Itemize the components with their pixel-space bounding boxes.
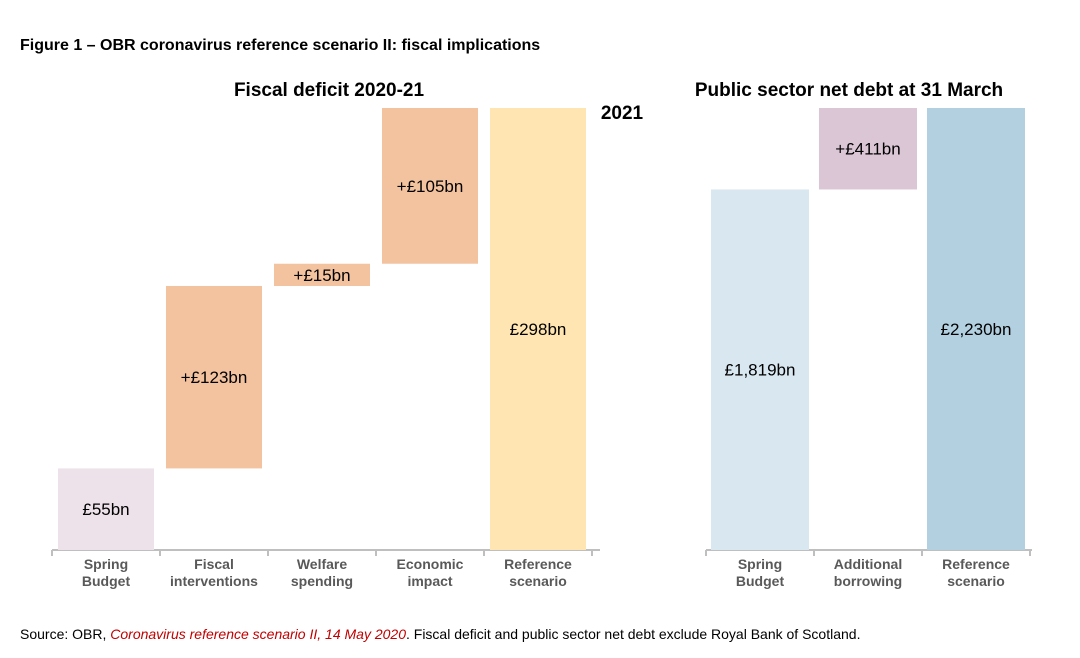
debt-category-label-2: Additional <box>834 556 902 572</box>
deficit-data-label-1: £55bn <box>82 500 129 519</box>
debt-data-label-3: £2,230bn <box>941 320 1012 339</box>
debt-data-label-2: +£411bn <box>835 140 900 159</box>
debt-bar-2 <box>819 108 917 190</box>
debt-category-label-1: Spring <box>738 556 782 572</box>
debt-bar-1 <box>711 189 809 551</box>
deficit-category-label-5: Reference <box>504 556 572 572</box>
deficit-bar-1 <box>58 468 154 550</box>
debt-category-label-1: Budget <box>736 573 785 589</box>
deficit-bar-4 <box>382 108 478 264</box>
debt-chart-title: Public sector net debt at 31 March <box>695 80 1003 101</box>
deficit-category-label-3: Welfare <box>297 556 348 572</box>
deficit-category-label-2: interventions <box>170 573 258 589</box>
debt-category-label-3: scenario <box>947 573 1005 589</box>
debt-chart-title-line2: 2021 <box>601 103 644 124</box>
source-prefix: Source: OBR, <box>20 626 111 642</box>
source-reference-link[interactable]: Coronavirus reference scenario II, 14 Ma… <box>110 626 406 642</box>
deficit-bar-3 <box>274 263 370 286</box>
deficit-data-label-3: +£15bn <box>293 266 350 285</box>
deficit-category-label-2: Fiscal <box>194 556 234 572</box>
deficit-data-label-4: +£105bn <box>397 177 464 196</box>
deficit-bar-2 <box>166 285 262 469</box>
deficit-chart-title: Fiscal deficit 2020-21 <box>234 80 425 101</box>
debt-bar-3 <box>927 108 1025 550</box>
figure-title: Figure 1 – OBR coronavirus reference sce… <box>20 37 541 54</box>
source-note: Source: OBR, Coronavirus reference scena… <box>20 626 860 642</box>
deficit-data-label-2: +£123bn <box>181 368 248 387</box>
deficit-category-label-1: Spring <box>84 556 128 572</box>
deficit-category-label-4: impact <box>407 573 452 589</box>
debt-category-label-3: Reference <box>942 556 1010 572</box>
fiscal-charts: Fiscal deficit 2020-21£55bnSpringBudget+… <box>51 80 1032 589</box>
deficit-category-label-3: spending <box>291 573 353 589</box>
debt-category-label-2: borrowing <box>834 573 902 589</box>
source-suffix: . Fiscal deficit and public sector net d… <box>405 626 861 642</box>
deficit-category-label-1: Budget <box>82 573 131 589</box>
net-debt-chart: Public sector net debt at 31 March 2021 £1… <box>601 80 1032 589</box>
deficit-data-label-5: £298bn <box>510 320 567 339</box>
deficit-category-label-5: scenario <box>509 573 567 589</box>
deficit-bar-5 <box>490 108 586 550</box>
debt-data-label-1: £1,819bn <box>725 361 796 380</box>
deficit-category-label-4: Economic <box>397 556 464 572</box>
